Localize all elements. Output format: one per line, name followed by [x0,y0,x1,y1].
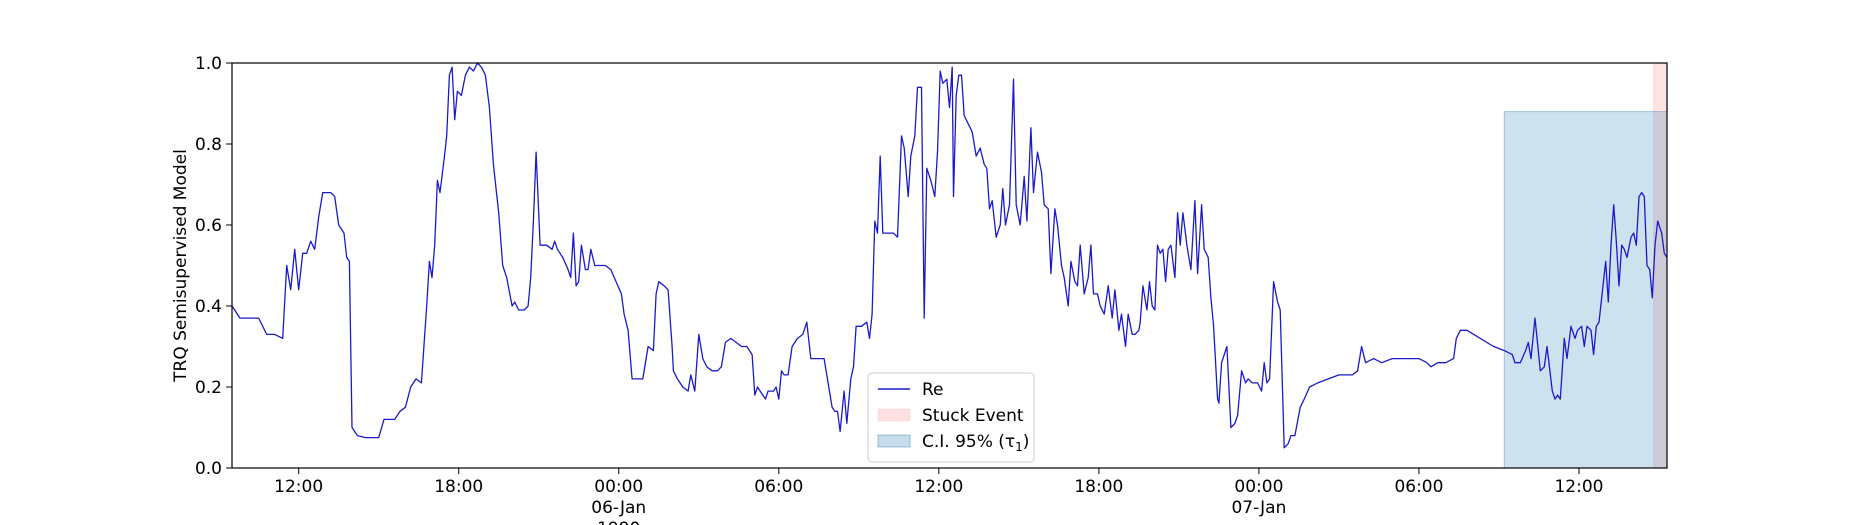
x-tick-label: 12:00 [1554,477,1603,497]
y-tick-label: 0.8 [195,135,222,155]
x-tick-label: 12:00 [914,477,963,497]
x-axis: 12:0018:0000:0006-Jan199006:0012:0018:00… [274,468,1603,525]
y-tick-label: 0.0 [195,459,222,479]
y-tick-label: 0.2 [195,378,222,398]
x-tick-label: 12:00 [274,477,323,497]
x-tick-label: 06-Jan [591,498,646,518]
x-tick-label: 1990 [597,519,640,525]
legend-label: C.I. 95% (τ1) [922,432,1029,454]
x-tick-label: 06:00 [754,477,803,497]
y-tick-label: 0.4 [195,297,222,317]
y-tick-label: 0.6 [195,216,222,236]
series-lines [231,62,1668,449]
x-tick-label: 18:00 [1074,477,1123,497]
plot-frame [231,62,1668,469]
y-axis-title: TRQ Semisupervised Model [171,149,191,383]
x-tick-label: 07-Jan [1231,498,1286,518]
x-tick-label: 00:00 [1234,477,1283,497]
legend-box [867,372,1035,463]
legend: Re Stuck Event C.I. 95% (τ1) [867,372,1035,463]
y-tick-label: 1.0 [195,54,222,74]
y-axis: 0.0 0.2 0.4 0.6 0.8 1.0 [195,54,232,479]
legend-label: Re [922,380,944,400]
legend-swatch-patch [877,408,911,422]
x-tick-label: 06:00 [1394,477,1443,497]
legend-swatch-patch [877,434,911,448]
series-line-0 [231,62,1668,449]
legend-label: Stuck Event [922,406,1024,426]
x-tick-label: 18:00 [434,477,483,497]
band-1 [1503,111,1668,469]
shaded-bands [1503,62,1668,469]
x-tick-label: 00:00 [594,477,643,497]
